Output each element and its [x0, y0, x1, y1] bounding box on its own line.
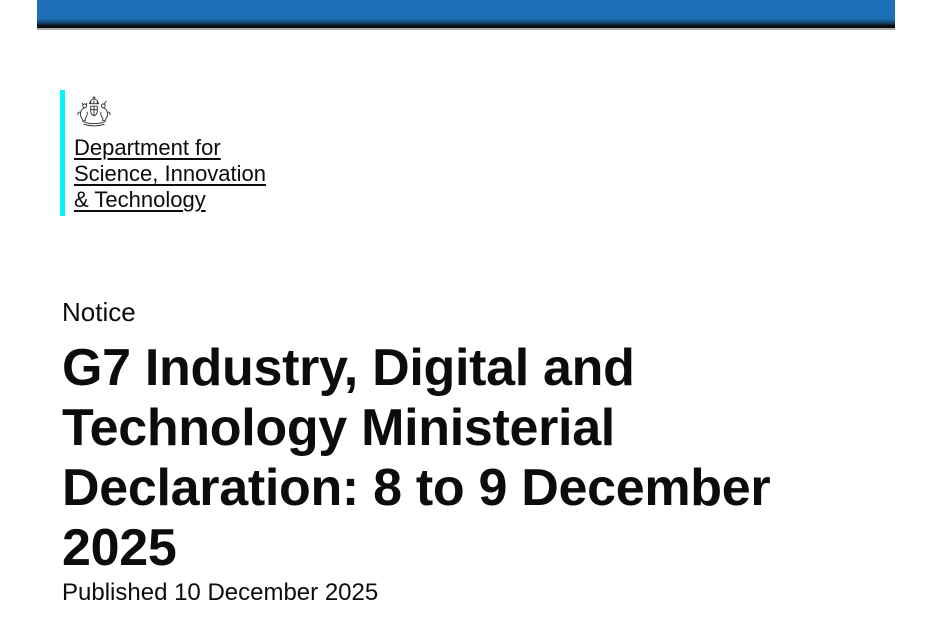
royal-crest-icon — [77, 96, 111, 127]
published-date: Published 10 December 2025 — [62, 579, 379, 606]
organisation-name-line[interactable]: Science, Innovation — [74, 161, 267, 186]
page-title-line: Technology Ministerial — [62, 399, 615, 457]
organisation-name-line[interactable]: & Technology — [74, 187, 206, 212]
document-type-caption: Notice — [62, 297, 136, 327]
page-title-line: 2025 — [62, 519, 177, 577]
organisation-name[interactable]: Department for Science, Innovation & Tec… — [74, 135, 266, 213]
page-title-line: G7 Industry, Digital and — [62, 339, 635, 397]
organisation-logo[interactable]: Department for Science, Innovation & Tec… — [60, 90, 266, 216]
page-title-line: Declaration: 8 to 9 December — [62, 459, 771, 517]
govuk-header-bar — [37, 0, 895, 30]
page-title: G7 Industry, Digital and Technology Mini… — [62, 338, 771, 578]
organisation-name-line[interactable]: Department for — [74, 135, 221, 160]
